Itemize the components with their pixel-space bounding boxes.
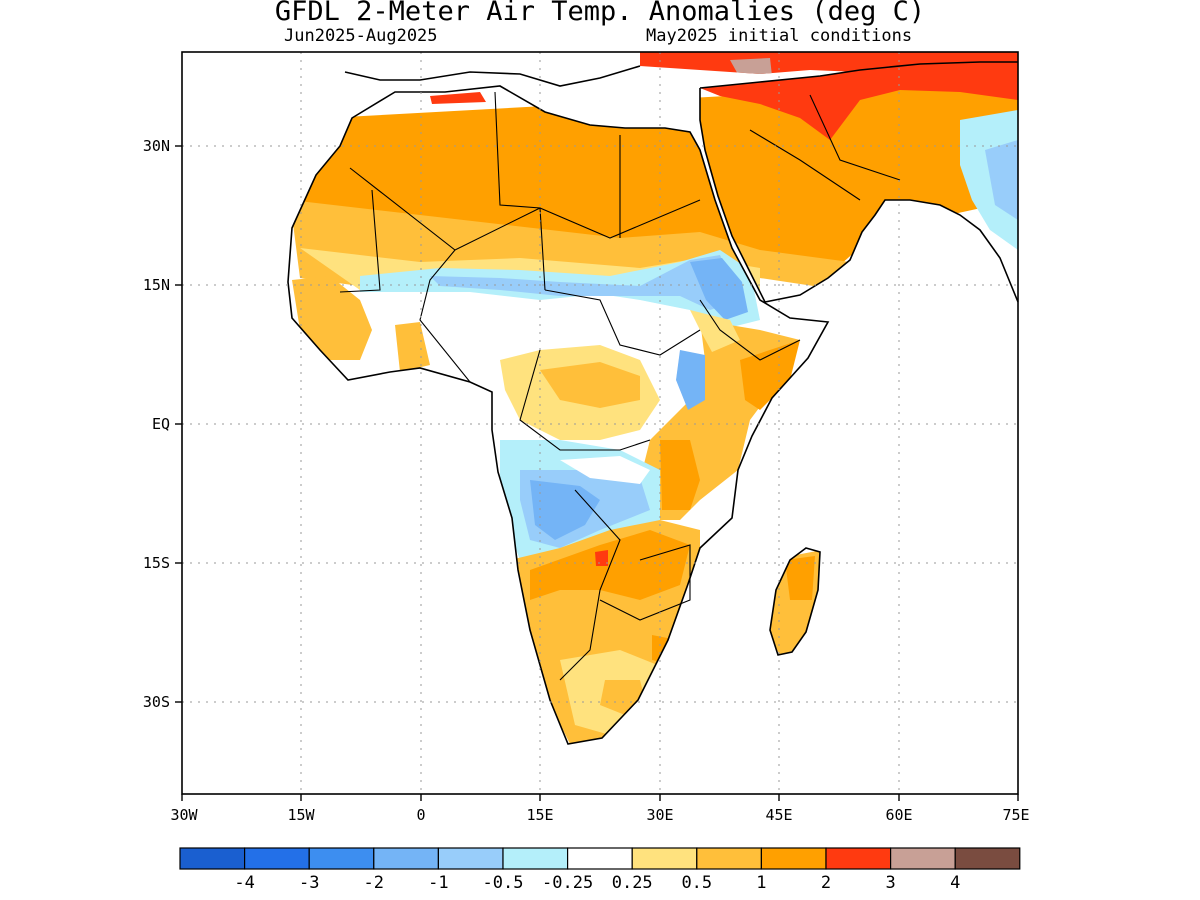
lon-label: 60E — [885, 806, 912, 824]
colorbar-label: 4 — [950, 873, 960, 893]
colorbar-label: 3 — [885, 873, 895, 893]
lon-label: 15E — [526, 806, 553, 824]
country-borders — [339, 91, 901, 681]
colorbar-swatch — [373, 847, 439, 870]
lat-label: 15S — [143, 554, 170, 572]
lat-label: EQ — [152, 415, 170, 433]
coastlines — [287, 61, 1019, 745]
lon-label: 0 — [416, 806, 425, 824]
colorbar-label: -4 — [234, 873, 254, 893]
colorbar-swatch — [760, 847, 827, 870]
initial-conditions: May2025 initial conditions — [646, 26, 913, 46]
map-title: GFDL 2-Meter Air Temp. Anomalies (deg C) — [274, 0, 926, 27]
colorbar-swatch — [308, 847, 375, 870]
colorbar-label: -3 — [299, 873, 319, 893]
lat-label: 15N — [143, 276, 170, 294]
colorbar-label: -1 — [428, 873, 448, 893]
colorbar-label: 1 — [756, 873, 766, 893]
lon-label: 15W — [287, 806, 315, 824]
colorbar-label: 0.5 — [681, 873, 712, 893]
lat-label: 30S — [143, 693, 170, 711]
colorbar-labels: -4 -3 -2 -1 -0.5 -0.25 0.25 0.5 1 2 3 4 — [234, 873, 960, 893]
colorbar-swatch — [437, 847, 504, 870]
lon-label: 30W — [170, 806, 198, 824]
colorbar-swatch — [179, 847, 246, 870]
colorbar-label: 2 — [821, 873, 831, 893]
colorbar-label: 0.25 — [612, 873, 653, 893]
colorbar-label: -0.5 — [483, 873, 524, 893]
lon-label: 45E — [765, 806, 792, 824]
colorbar-swatch — [502, 847, 569, 870]
colorbar-label: -2 — [364, 873, 384, 893]
colorbar-swatch — [954, 847, 1021, 870]
lat-label: 30N — [143, 137, 170, 155]
lon-label: 75E — [1002, 806, 1029, 824]
gridlines — [182, 52, 1018, 794]
colorbar-label: -0.25 — [542, 873, 593, 893]
lon-label: 30E — [646, 806, 673, 824]
map-frame — [181, 51, 1019, 795]
colorbar — [179, 847, 1021, 870]
colorbar-swatch — [244, 847, 310, 870]
colorbar-swatch — [825, 847, 892, 870]
colorbar-swatch — [696, 847, 762, 870]
colorbar-swatch — [631, 847, 698, 870]
colorbar-swatch — [566, 847, 633, 870]
forecast-period: Jun2025-Aug2025 — [284, 26, 438, 46]
colorbar-swatch — [889, 847, 956, 870]
